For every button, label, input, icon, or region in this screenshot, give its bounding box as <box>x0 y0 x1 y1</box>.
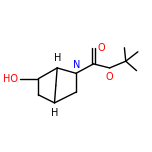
Text: H: H <box>52 108 59 118</box>
Text: O: O <box>106 72 113 82</box>
Text: H: H <box>54 53 62 63</box>
Text: HO: HO <box>3 74 17 84</box>
Text: N: N <box>73 60 80 70</box>
Text: O: O <box>97 43 105 54</box>
